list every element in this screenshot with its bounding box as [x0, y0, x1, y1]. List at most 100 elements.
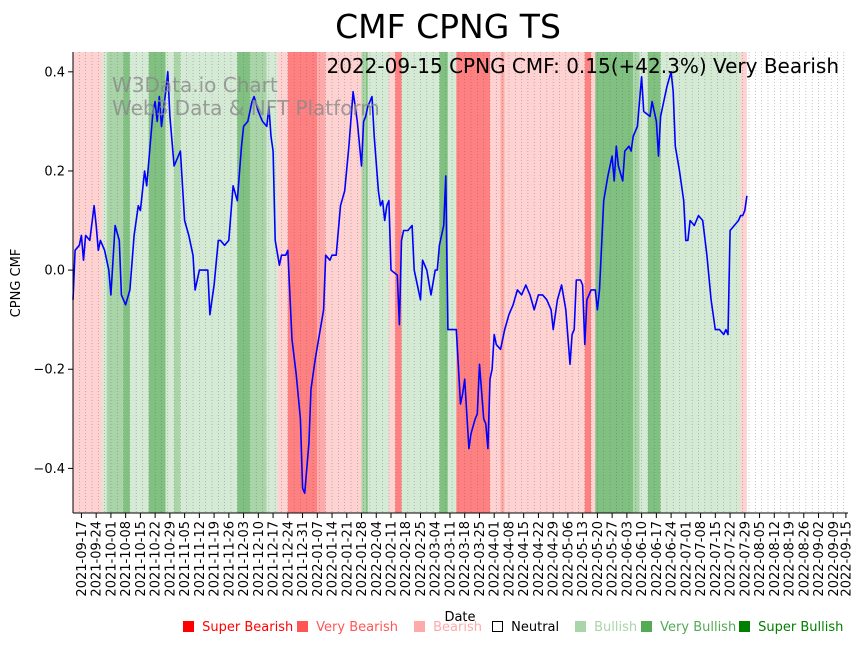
x-tick-label: 2021-11-12: [193, 521, 208, 597]
x-tick-label: 2022-03-04: [429, 521, 444, 597]
x-tick-label: 2022-04-08: [502, 521, 517, 597]
band-bullish-37: [677, 52, 703, 513]
legend: Super Bearish Very Bearish Bearish Neutr…: [150, 620, 867, 640]
x-tick-label: 2022-01-28: [355, 521, 370, 597]
x-tick-label: 2021-09-24: [90, 521, 105, 597]
legend-marker-super-bearish: [183, 621, 194, 632]
x-tick-label: 2022-07-29: [738, 521, 753, 597]
watermark-line-2: Web3 Data & NFT Platform: [112, 96, 380, 120]
chart-title: CMF CPNG TS: [335, 7, 561, 46]
x-tick-label: 2022-02-18: [399, 521, 414, 597]
band-bullish-38: [702, 52, 741, 513]
x-axis-ticks: 2021-09-17 2021-09-24 2021-10-01 2021-10-08…: [75, 513, 854, 597]
legend-marker-super-bullish: [739, 621, 750, 632]
band-bullish-34: [639, 52, 648, 513]
x-tick-label: 2022-01-07: [311, 521, 326, 597]
x-tick-label: 2021-12-03: [237, 521, 252, 597]
x-tick-label: 2022-03-18: [458, 521, 473, 597]
x-tick-label: 2022-03-25: [473, 521, 488, 597]
x-tick-label: 2021-11-19: [208, 521, 223, 597]
y-axis-label: CPNG CMF: [9, 249, 24, 318]
x-tick-label: 2021-10-29: [163, 521, 178, 597]
x-tick-label: 2021-10-08: [119, 521, 134, 597]
x-tick-label: 2022-05-06: [561, 521, 576, 597]
y-tick-label: −0.2: [33, 363, 65, 378]
legend-label-very-bullish: Very Bullish: [660, 620, 737, 635]
band-very_bullish-3: [123, 52, 130, 513]
band-very_bearish-25: [456, 52, 490, 513]
series-layer: [72, 71, 748, 495]
y-tick-label: 0.0: [44, 264, 65, 279]
band-very_bullish-23: [439, 52, 448, 513]
band-very_bearish_light-15: [317, 52, 326, 513]
x-tick-label: 2022-04-15: [517, 521, 532, 597]
x-tick-label: 2022-05-20: [591, 521, 606, 597]
x-tick-label: 2021-12-31: [296, 521, 311, 597]
band-bearish-13: [277, 52, 288, 513]
band-very_bullish_light-8: [174, 52, 181, 513]
band-bullish-19: [367, 52, 389, 513]
x-tick-label: 2022-01-21: [340, 521, 355, 597]
x-tick-label: 2021-11-26: [222, 521, 237, 597]
x-tick-label: 2022-06-17: [650, 521, 665, 597]
x-axis-label: Date: [444, 610, 475, 625]
x-tick-label: 2022-05-13: [576, 521, 591, 597]
axes: [72, 52, 848, 514]
x-tick-label: 2022-09-02: [812, 521, 827, 597]
band-bearish-20: [388, 52, 396, 513]
legend-marker-very-bullish: [641, 621, 652, 632]
watermark-line-1: W3Data.io Chart: [112, 73, 278, 97]
band-bearish-31: [591, 52, 596, 513]
band-very_bullish-32: [595, 52, 634, 513]
band-bearish-26: [489, 52, 501, 513]
x-tick-label: 2022-08-12: [768, 521, 783, 597]
x-tick-label: 2021-12-17: [267, 521, 282, 597]
x-tick-label: 2022-07-01: [679, 521, 694, 597]
x-tick-label: 2022-09-15: [839, 521, 854, 597]
legend-item-bullish: Bullish: [575, 620, 637, 635]
legend-item-super-bullish: Super Bullish: [739, 620, 843, 635]
legend-item-neutral: Neutral: [492, 620, 559, 635]
x-tick-label: 2022-02-11: [385, 521, 400, 597]
y-tick-label: 0.2: [44, 164, 65, 179]
band-very_bearish-14: [287, 52, 318, 513]
x-tick-label: 2022-02-25: [414, 521, 429, 597]
x-tick-label: 2022-06-10: [635, 521, 650, 597]
x-tick-label: 2022-07-08: [694, 521, 709, 597]
x-tick-label: 2022-08-26: [797, 521, 812, 597]
x-tick-label: 2022-08-05: [753, 521, 768, 597]
band-very_bullish_light-11: [249, 52, 267, 513]
x-tick-label: 2021-10-01: [104, 521, 119, 597]
x-tick-label: 2022-02-04: [370, 521, 385, 597]
y-tick-label: −0.4: [33, 462, 65, 477]
x-tick-label: 2021-12-10: [252, 521, 267, 597]
annotation-text: 2022-09-15 CPNG CMF: 0.15(+42.3%) Very B…: [327, 54, 840, 78]
legend-label-bullish: Bullish: [594, 620, 638, 635]
x-tick-label: 2022-01-14: [326, 521, 341, 597]
legend-label-bearish: Bearish: [433, 620, 482, 635]
band-bullish-7: [165, 52, 175, 513]
x-tick-label: 2022-04-22: [532, 521, 547, 597]
x-tick-label: 2022-07-15: [709, 521, 724, 597]
band-bearish-16: [325, 52, 362, 513]
legend-label-super-bearish: Super Bearish: [202, 620, 294, 635]
x-tick-label: 2022-04-01: [488, 521, 503, 597]
band-bearish-39: [740, 52, 747, 513]
x-tick-label: 2022-03-11: [444, 521, 459, 597]
x-tick-label: 2022-09-09: [827, 521, 842, 597]
y-axis-ticks: −0.4 −0.2 0.0 0.2 0.4: [33, 65, 73, 477]
band-very_bearish_light-27: [500, 52, 505, 513]
x-tick-label: 2021-09-17: [75, 521, 90, 597]
legend-item-super-bearish: Super Bearish: [183, 620, 293, 635]
legend-item-very-bearish: Very Bearish: [297, 620, 398, 635]
x-tick-label: 2022-06-03: [620, 521, 635, 597]
band-bearish-0: [73, 52, 103, 513]
band-very_bullish-35: [647, 52, 661, 513]
band-bullish-4: [129, 52, 139, 513]
legend-marker-bearish: [414, 621, 425, 632]
band-bearish-29: [576, 52, 585, 513]
band-very_bearish-30: [584, 52, 592, 513]
legend-marker-bullish: [575, 621, 586, 632]
legend-item-bearish: Bearish: [414, 620, 482, 635]
legend-item-very-bullish: Very Bullish: [641, 620, 736, 635]
